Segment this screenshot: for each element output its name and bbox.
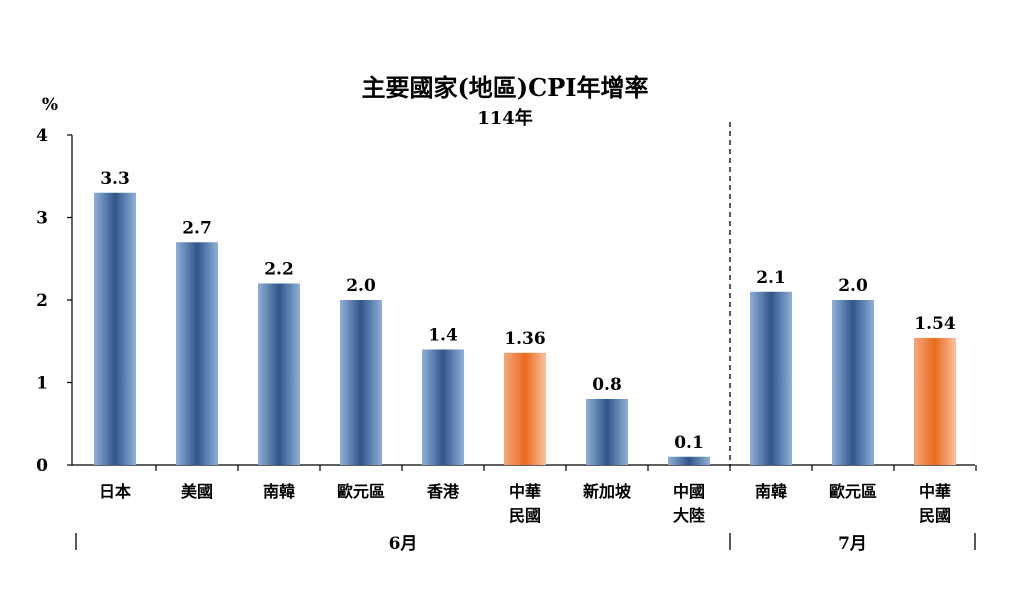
group-label: 7月	[838, 534, 867, 554]
category-label: 新加坡	[583, 482, 632, 501]
bar	[94, 192, 136, 465]
category-label: 民國	[919, 506, 951, 525]
y-axis-unit-label: %	[42, 95, 58, 115]
bar	[422, 349, 464, 465]
y-tick-label: 4	[36, 126, 48, 146]
y-tick-label: 2	[36, 291, 48, 311]
category-label: 大陸	[673, 506, 705, 525]
category-label: 日本	[99, 482, 131, 501]
data-label: 2.0	[838, 276, 868, 296]
data-label: 1.36	[504, 329, 545, 349]
bar	[176, 242, 218, 465]
data-label: 2.7	[182, 218, 212, 238]
data-label: 2.0	[346, 276, 376, 296]
bar	[586, 399, 628, 465]
data-label: 0.8	[592, 375, 622, 395]
chart-subtitle: 114年	[477, 107, 533, 129]
category-label: 民國	[509, 506, 541, 525]
category-label: 中華	[919, 482, 951, 501]
chart-title: 主要國家(地區)CPI年增率	[361, 73, 648, 102]
bar	[340, 300, 382, 465]
data-label: 1.4	[428, 326, 458, 346]
data-label: 2.1	[756, 268, 786, 288]
category-label: 中國	[673, 482, 705, 501]
category-label: 中華	[509, 482, 541, 501]
y-tick-label: 1	[36, 374, 48, 394]
category-label: 南韓	[755, 482, 787, 501]
group-label: 6月	[389, 534, 418, 554]
data-label: 2.2	[264, 260, 294, 280]
bar	[668, 456, 710, 465]
y-tick-label: 0	[36, 456, 48, 476]
category-label: 南韓	[263, 482, 295, 501]
bar	[258, 283, 300, 465]
data-label: 0.1	[674, 433, 704, 453]
data-label: 3.3	[100, 169, 130, 189]
bar	[750, 291, 792, 465]
data-label: 1.54	[914, 314, 956, 334]
category-label: 香港	[426, 482, 460, 501]
bar	[914, 337, 956, 465]
bar	[832, 300, 874, 465]
category-label: 歐元區	[337, 482, 385, 501]
category-label: 美國	[181, 482, 213, 501]
bar	[504, 352, 546, 465]
category-label: 歐元區	[829, 482, 877, 501]
y-tick-label: 3	[36, 209, 48, 229]
